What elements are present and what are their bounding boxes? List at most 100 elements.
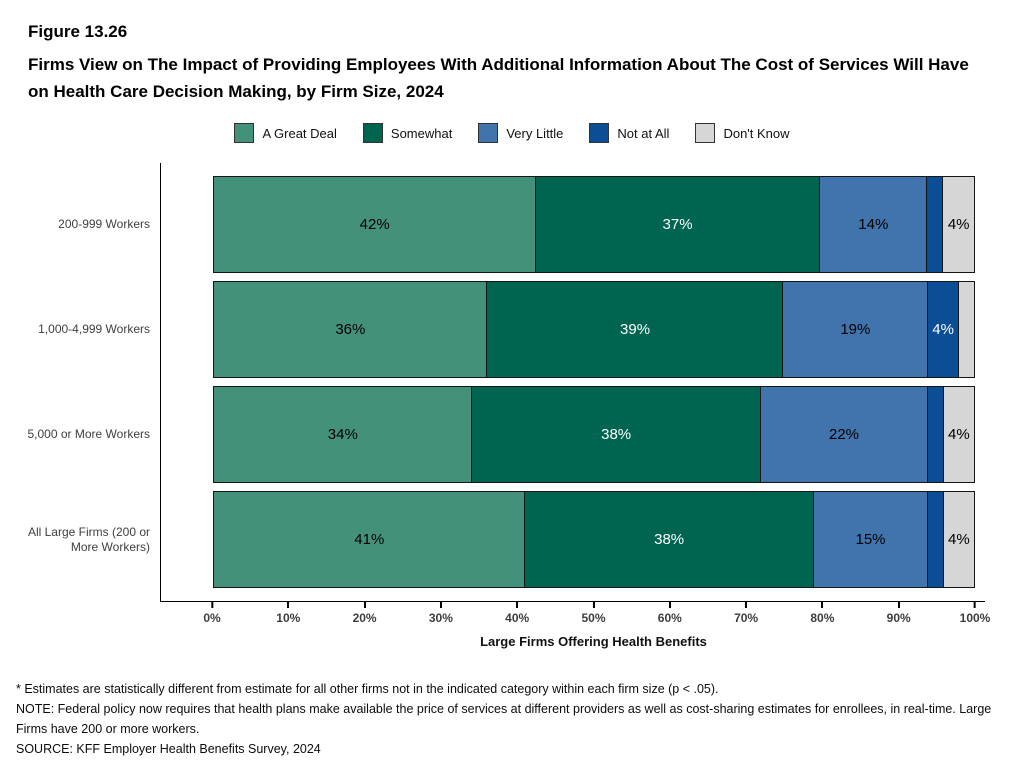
bar-segment: 36% [213,281,488,378]
bar-value-label: 15% [855,531,886,548]
tick-mark [897,602,900,608]
legend-swatch [695,123,716,143]
x-axis-tick: 90% [887,602,911,625]
bar-segment: 37% [535,176,821,273]
tick-label: 70% [734,611,759,625]
x-axis-title: Large Firms Offering Health Benefits [480,634,707,649]
x-axis-tick: 100% [959,602,991,625]
bar-value-label: 19% [840,321,871,338]
tick-label: 40% [505,611,530,625]
x-axis-tick: 10% [276,602,300,625]
x-axis-tick: 20% [353,602,377,625]
legend-label: Don't Know [723,125,790,141]
tick-label: 30% [428,611,453,625]
bar-value-label: 39% [620,321,651,338]
x-axis-tick: 30% [429,602,453,625]
tick-label: 20% [352,611,377,625]
footnotes: * Estimates are statistically different … [0,679,1024,759]
tick-mark [516,602,519,608]
tick-mark [668,602,671,608]
bar-segment [926,491,945,588]
legend-item: Somewhat [362,123,453,143]
y-axis-labels: 200-999 Workers 1,000-4,999 Workers 5,000 … [0,163,160,602]
x-axis-ticks: 0% 10% 20% 30% 40% 50% 60% 70% 80% 90% 100% [203,602,990,629]
bar-segment: 4% [926,281,960,378]
tick-label: 90% [886,611,911,625]
legend-swatch [589,123,610,143]
bar-row: 34% 38% 22% 4% [213,386,975,483]
legend-item: Very Little [478,123,563,143]
bar-segment: 38% [524,491,815,588]
bar-value-label: 41% [354,531,385,548]
legend-swatch [362,123,383,143]
legend-item: Don't Know [695,123,790,143]
x-axis-tick: 70% [734,602,758,625]
tick-mark [287,602,290,608]
x-axis-tick: 40% [505,602,529,625]
tick-label: 80% [810,611,835,625]
bar-segment: 14% [818,176,928,273]
tick-label: 50% [581,611,606,625]
figure-header: Figure 13.26 Firms View on The Impact of… [0,0,1024,105]
bar-value-label: 4% [947,216,970,233]
bar-value-label: 14% [858,216,889,233]
bar-segment: 38% [471,386,762,483]
footnote-note: NOTE: Federal policy now requires that h… [16,702,992,736]
tick-mark [439,602,442,608]
bar-row: 42% 37% 14% 4% [213,176,975,273]
legend: A Great Deal Somewhat Very Little Not at Al… [0,121,1024,145]
bar-value-label: 4% [948,426,970,443]
bar-segment [957,281,975,378]
figure-title: Firms View on The Impact of Providing Em… [28,55,969,101]
legend-label: Somewhat [390,125,453,141]
bar-value-label: 4% [948,531,970,548]
stacked-bar-chart: 200-999 Workers 1,000-4,999 Workers 5,000 … [0,163,985,602]
tick-mark [973,602,976,608]
bar-segment [926,176,944,273]
x-axis-tick: 0% [203,602,221,625]
bar-segment: 4% [942,386,975,483]
bar-row: 41% 38% 15% 4% [213,491,975,588]
tick-mark [821,602,824,608]
bar-value-label: 38% [601,426,632,443]
tick-label: 0% [203,611,221,625]
bar-value-label: 4% [932,321,954,338]
tick-mark [363,602,366,608]
figure-number: Figure 13.26 [28,22,128,41]
bar-value-label: 42% [359,216,390,233]
bar-segment: 41% [213,491,526,588]
legend-label: Very Little [506,125,564,141]
legend-item: Not at All [589,123,669,143]
bar-value-label: 38% [654,531,685,548]
tick-label: 60% [657,611,682,625]
tick-mark [745,602,748,608]
bar-segment: 4% [942,491,975,588]
footnote-source: SOURCE: KFF Employer Health Benefits Sur… [16,742,321,756]
bar-segment: 22% [759,386,929,483]
x-axis-tick: 50% [581,602,606,625]
x-axis-tick: 60% [658,602,682,625]
bar-segment: 19% [782,281,929,378]
legend-label: Not at All [617,125,670,141]
legend-swatch [478,123,499,143]
legend-swatch [234,123,255,143]
chart-panel: 42% 37% 14% 4% 36% 39% 19% 4% 34% 38% 22% 4% 41% 38% 1… [160,163,985,602]
footnote-estimates: * Estimates are statistically different … [16,682,719,696]
bar-value-label: 37% [662,216,693,233]
y-axis-label: 200-999 Workers [58,217,150,231]
bar-value-label: 22% [828,426,860,443]
bar-row: 36% 39% 19% 4% [213,281,975,378]
legend-label: A Great Deal [262,125,337,141]
bar-segment: 42% [213,176,537,273]
y-axis-label: 1,000-4,999 Workers [38,322,150,336]
bar-segment [926,386,945,483]
bar-segment: 39% [486,281,784,378]
bar-segment: 34% [213,386,473,483]
tick-label: 100% [959,611,991,625]
y-axis-label: 5,000 or More Workers [27,427,151,441]
tick-mark [592,602,595,608]
x-axis-tick: 80% [810,602,834,625]
bar-segment: 15% [812,491,929,588]
bar-value-label: 34% [327,426,358,443]
